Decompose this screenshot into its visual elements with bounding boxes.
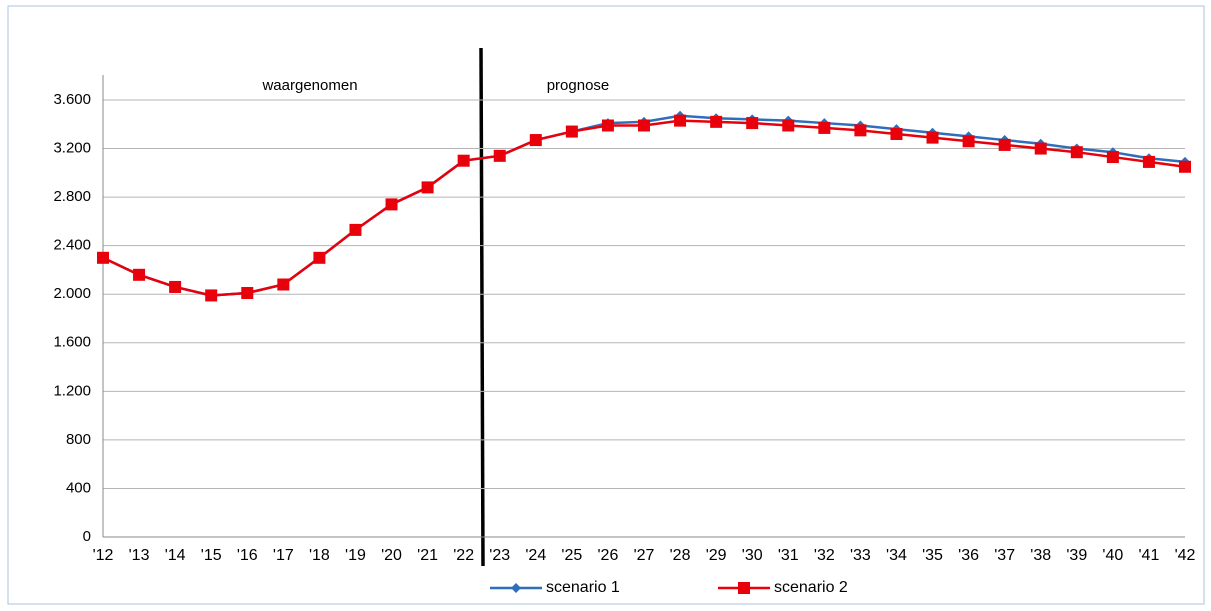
y-tick-label: 1.600 <box>53 334 91 351</box>
x-tick-label: '16 <box>237 547 258 564</box>
data-point <box>1034 142 1047 155</box>
x-tick-label: '29 <box>706 547 727 564</box>
y-tick-label: 1.200 <box>53 382 91 399</box>
x-tick-label: '31 <box>778 547 799 564</box>
data-point <box>1142 155 1155 168</box>
x-tick-label: '25 <box>561 547 582 564</box>
data-point <box>818 121 831 134</box>
data-point <box>782 119 795 132</box>
data-point <box>241 287 254 300</box>
x-tick-label: '37 <box>994 547 1015 564</box>
data-point <box>926 131 939 144</box>
x-tick-label: '20 <box>381 547 402 564</box>
y-tick-label: 2.400 <box>53 237 91 254</box>
data-point <box>133 268 146 281</box>
x-tick-label: '40 <box>1102 547 1123 564</box>
x-tick-label: '38 <box>1030 547 1051 564</box>
annotation: waargenomen <box>261 77 357 94</box>
y-tick-label: 800 <box>66 431 91 448</box>
data-point <box>1106 151 1119 164</box>
x-tick-label: '42 <box>1175 547 1196 564</box>
x-tick-label: '22 <box>453 547 474 564</box>
data-point <box>601 119 614 132</box>
legend-label: scenario 1 <box>546 579 620 596</box>
x-tick-label: '32 <box>814 547 835 564</box>
data-point <box>493 149 506 162</box>
chart-frame <box>7 5 1205 605</box>
x-tick-label: '24 <box>525 547 546 564</box>
y-tick-label: 0 <box>83 528 91 545</box>
x-tick-label: '18 <box>309 547 330 564</box>
data-point <box>565 125 578 138</box>
x-tick-label: '39 <box>1066 547 1087 564</box>
data-point <box>746 117 759 130</box>
data-point <box>710 115 723 128</box>
x-tick-label: '36 <box>958 547 979 564</box>
data-point <box>1070 146 1083 159</box>
data-point <box>169 280 182 293</box>
x-tick-label: '28 <box>670 547 691 564</box>
data-point <box>529 134 542 147</box>
data-point <box>349 223 362 236</box>
data-point <box>277 278 290 291</box>
y-tick-label: 2.800 <box>53 188 91 205</box>
legend-label: scenario 2 <box>774 579 848 596</box>
x-tick-label: '21 <box>417 547 438 564</box>
data-point <box>421 181 434 194</box>
y-tick-label: 400 <box>66 479 91 496</box>
data-point <box>1179 160 1191 173</box>
x-tick-label: '34 <box>886 547 907 564</box>
data-point <box>205 289 218 302</box>
x-tick-label: '12 <box>93 547 114 564</box>
x-tick-label: '13 <box>129 547 150 564</box>
x-tick-label: '26 <box>598 547 619 564</box>
data-point <box>890 127 903 140</box>
x-tick-label: '17 <box>273 547 294 564</box>
data-point <box>854 124 867 137</box>
annotation: prognose <box>547 77 610 94</box>
x-tick-label: '41 <box>1139 547 1160 564</box>
data-point <box>998 138 1011 151</box>
x-tick-label: '19 <box>345 547 366 564</box>
data-point <box>457 154 470 167</box>
x-tick-label: '14 <box>165 547 186 564</box>
x-tick-label: '35 <box>922 547 943 564</box>
legend-marker <box>738 582 750 594</box>
x-tick-label: '23 <box>489 547 510 564</box>
y-tick-label: 3.600 <box>53 91 91 108</box>
data-point <box>962 135 975 148</box>
x-tick-label: '15 <box>201 547 222 564</box>
x-tick-label: '30 <box>742 547 763 564</box>
data-point <box>313 251 326 264</box>
y-tick-label: 2.000 <box>53 285 91 302</box>
data-point <box>97 251 109 264</box>
legend-marker <box>511 583 521 593</box>
data-point <box>385 198 398 211</box>
data-point <box>638 119 650 132</box>
y-tick-label: 3.200 <box>53 140 91 157</box>
data-point <box>674 114 687 127</box>
x-tick-label: '27 <box>634 547 655 564</box>
x-tick-label: '33 <box>850 547 871 564</box>
period-divider <box>479 47 485 567</box>
